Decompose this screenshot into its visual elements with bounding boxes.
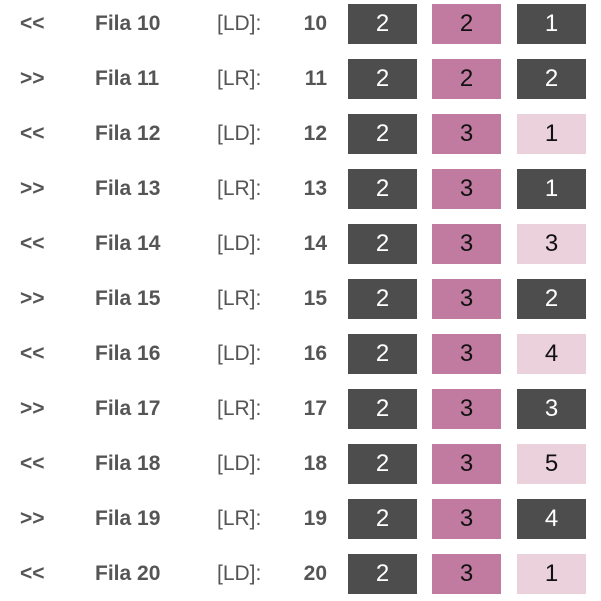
count-box-3: 1: [517, 554, 586, 594]
pattern-row: >> Fila 19 [LR]: 19 2 3 4: [0, 499, 601, 539]
count-box-3: 4: [517, 499, 586, 539]
count-box-2: 3: [432, 389, 501, 429]
count-box-2: 3: [432, 334, 501, 374]
count-box-1: 2: [348, 389, 417, 429]
row-tag: [LD]:: [217, 562, 262, 585]
direction-marker: <<: [20, 122, 45, 145]
pattern-row: << Fila 16 [LD]: 16 2 3 4: [0, 334, 601, 374]
count-box-1: 2: [348, 499, 417, 539]
direction-marker: <<: [20, 562, 45, 585]
count-box-3: 5: [517, 444, 586, 484]
row-tag: [LD]:: [217, 232, 262, 255]
count-box-2: 3: [432, 169, 501, 209]
row-label: Fila 12: [95, 122, 161, 145]
row-tag: [LR]:: [217, 397, 262, 420]
count-box-2: 3: [432, 224, 501, 264]
count-box-3: 4: [517, 334, 586, 374]
pattern-row: << Fila 20 [LD]: 20 2 3 1: [0, 554, 601, 594]
row-number: 11: [304, 67, 327, 90]
direction-marker: >>: [20, 287, 45, 310]
row-label: Fila 19: [95, 507, 161, 530]
row-tag: [LR]:: [217, 507, 262, 530]
pattern-row: >> Fila 15 [LR]: 15 2 3 2: [0, 279, 601, 319]
direction-marker: <<: [20, 232, 45, 255]
count-box-1: 2: [348, 279, 417, 319]
row-label: Fila 15: [95, 287, 161, 310]
count-box-2: 3: [432, 444, 501, 484]
count-box-2: 3: [432, 279, 501, 319]
count-box-1: 2: [348, 334, 417, 374]
row-tag: [LD]:: [217, 342, 262, 365]
row-tag: [LD]:: [217, 122, 262, 145]
row-label: Fila 14: [95, 232, 161, 255]
pattern-row: << Fila 18 [LD]: 18 2 3 5: [0, 444, 601, 484]
direction-marker: >>: [20, 177, 45, 200]
row-tag: [LD]:: [217, 12, 262, 35]
count-box-3: 3: [517, 224, 586, 264]
row-label: Fila 13: [95, 177, 161, 200]
direction-marker: <<: [20, 12, 45, 35]
row-number: 17: [303, 397, 327, 420]
row-number: 15: [303, 287, 327, 310]
direction-marker: <<: [20, 342, 45, 365]
row-number: 12: [303, 122, 327, 145]
row-label: Fila 17: [95, 397, 161, 420]
pattern-row: >> Fila 17 [LR]: 17 2 3 3: [0, 389, 601, 429]
pattern-row: << Fila 12 [LD]: 12 2 3 1: [0, 114, 601, 154]
count-box-1: 2: [348, 554, 417, 594]
pattern-row: << Fila 14 [LD]: 14 2 3 3: [0, 224, 601, 264]
count-box-1: 2: [348, 224, 417, 264]
row-number: 19: [303, 507, 327, 530]
pattern-row: >> Fila 11 [LR]: 11 2 2 2: [0, 59, 601, 99]
row-label: Fila 11: [95, 67, 160, 90]
row-number: 18: [303, 452, 327, 475]
count-box-1: 2: [348, 4, 417, 44]
count-box-3: 1: [517, 4, 586, 44]
count-box-2: 3: [432, 554, 501, 594]
row-tag: [LD]:: [217, 452, 262, 475]
row-label: Fila 10: [95, 12, 161, 35]
count-box-1: 2: [348, 444, 417, 484]
count-box-2: 3: [432, 114, 501, 154]
direction-marker: <<: [20, 452, 45, 475]
count-box-1: 2: [348, 59, 417, 99]
count-box-3: 3: [517, 389, 586, 429]
direction-marker: >>: [20, 67, 45, 90]
count-box-1: 2: [348, 169, 417, 209]
row-label: Fila 16: [95, 342, 161, 365]
row-number: 14: [303, 232, 327, 255]
count-box-1: 2: [348, 114, 417, 154]
count-box-2: 2: [432, 4, 501, 44]
count-box-3: 2: [517, 279, 586, 319]
direction-marker: >>: [20, 507, 45, 530]
count-box-3: 1: [517, 169, 586, 209]
pattern-row: << Fila 10 [LD]: 10 2 2 1: [0, 4, 601, 44]
pattern-row: >> Fila 13 [LR]: 13 2 3 1: [0, 169, 601, 209]
row-number: 16: [303, 342, 327, 365]
row-number: 20: [303, 562, 327, 585]
direction-marker: >>: [20, 397, 45, 420]
count-box-2: 2: [432, 59, 501, 99]
row-label: Fila 18: [95, 452, 161, 475]
row-tag: [LR]:: [217, 177, 262, 200]
row-label: Fila 20: [95, 562, 161, 585]
row-tag: [LR]:: [217, 67, 262, 90]
count-box-3: 1: [517, 114, 586, 154]
row-tag: [LR]:: [217, 287, 262, 310]
count-box-2: 3: [432, 499, 501, 539]
row-number: 10: [303, 12, 327, 35]
count-box-3: 2: [517, 59, 586, 99]
row-number: 13: [303, 177, 327, 200]
